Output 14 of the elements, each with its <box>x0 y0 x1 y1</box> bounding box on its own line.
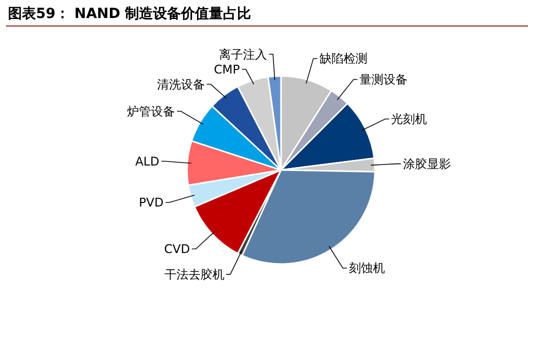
slice-label: 干法去胶机 <box>164 267 224 282</box>
slice-label: ALD <box>135 154 160 168</box>
slice-label: 光刻机 <box>391 112 428 126</box>
slice-label: 缺陷检测 <box>319 52 368 66</box>
slice-label: PVD <box>138 195 164 210</box>
slice-label: 离子注入 <box>218 47 267 62</box>
slice-label: 量测设备 <box>360 72 408 86</box>
slice-label: CVD <box>164 242 190 256</box>
slice-label: 涂胶显影 <box>402 156 451 171</box>
slice-label: CMP <box>214 62 240 76</box>
chart-title: 图表59： NAND 制造设备价值量占比 <box>8 6 252 22</box>
slice-label: 清洗设备 <box>156 77 205 92</box>
slice-label: 炉管设备 <box>126 104 175 118</box>
slice-label: 刻蚀机 <box>348 261 385 276</box>
